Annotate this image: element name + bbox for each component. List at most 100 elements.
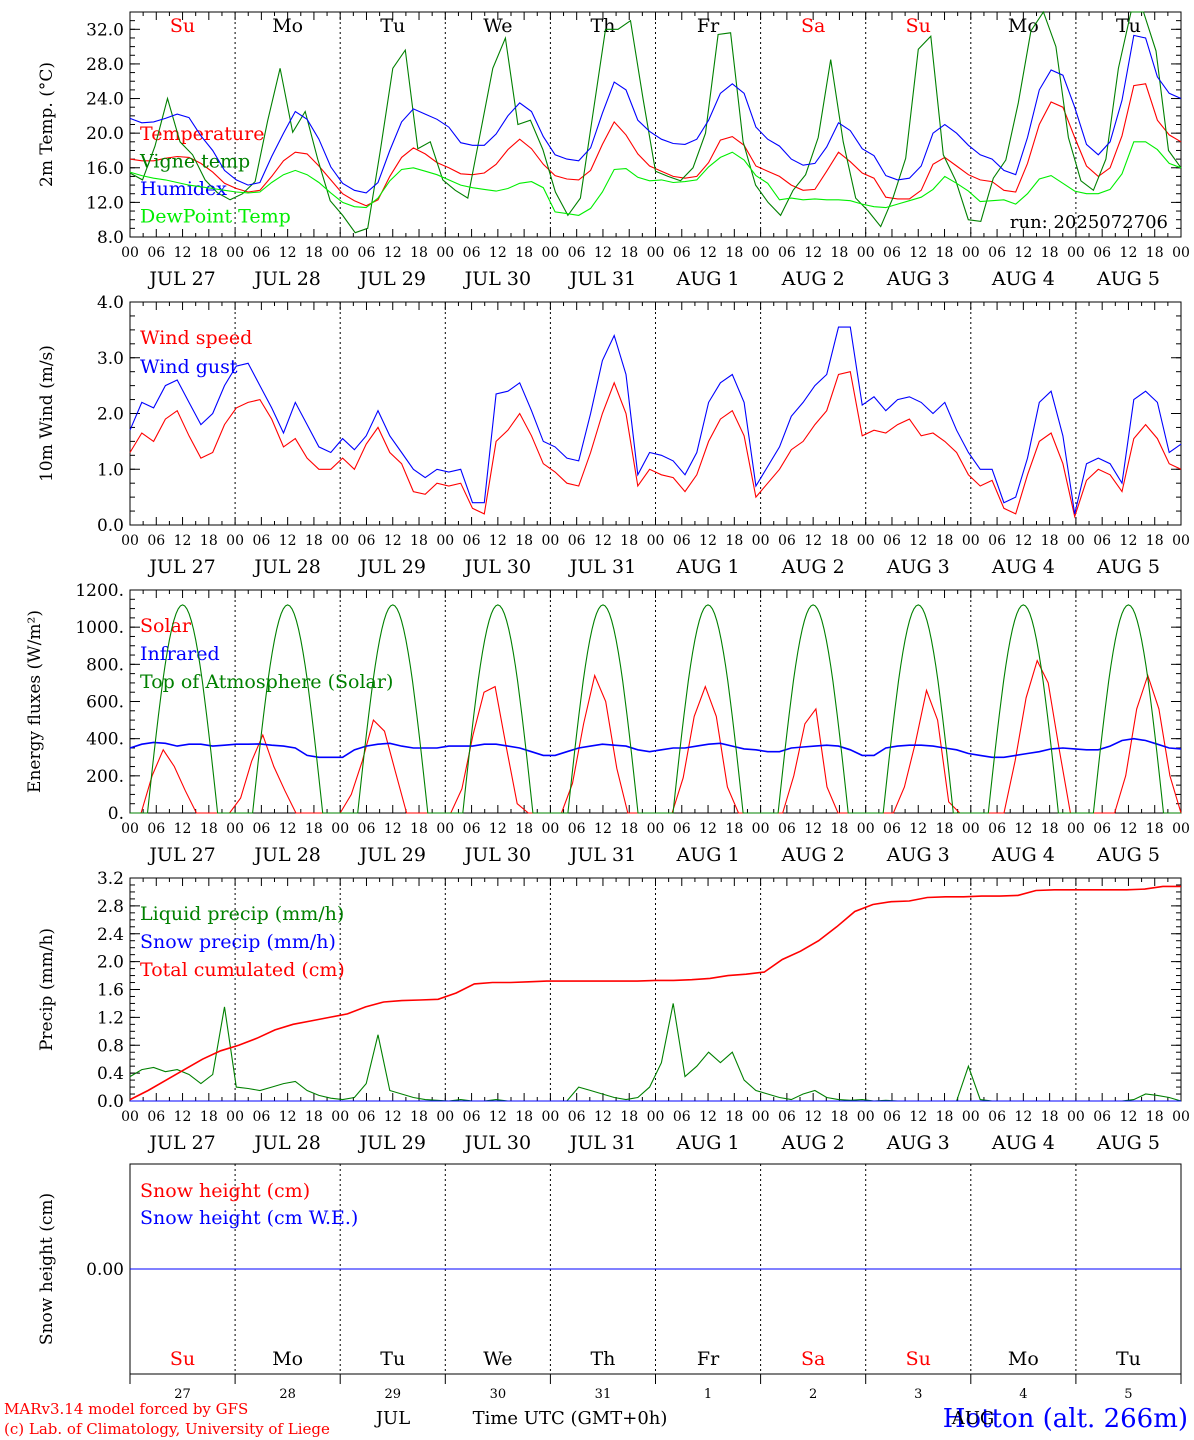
day-name-label: Th [590, 15, 615, 37]
legend-entry: Solar [140, 615, 192, 637]
x-hour-label: 18 [515, 821, 533, 837]
x-date-label: JUL 31 [568, 268, 636, 290]
y-tick-label: 2.0 [97, 405, 124, 425]
x-hour-label: 06 [252, 1109, 270, 1125]
legend-entry: Top of Atmosphere (Solar) [140, 671, 393, 693]
x-date-label: JUL 27 [147, 1132, 215, 1154]
x-hour-label: 12 [594, 533, 612, 549]
y-tick-label: 1.0 [97, 460, 124, 480]
x-date-label: AUG 3 [886, 1132, 950, 1154]
y-tick-label: 3.2 [97, 869, 124, 889]
x-hour-label: 12 [174, 533, 192, 549]
x-hour-label: 12 [174, 245, 192, 261]
x-hour-label: 18 [1041, 821, 1059, 837]
x-hour-label: 06 [778, 245, 796, 261]
x-hour-label: 00 [541, 1109, 559, 1125]
x-date-label: AUG 1 [676, 1132, 740, 1154]
day-name-label: Tu [1116, 15, 1141, 37]
x-date-label: JUL 29 [358, 556, 426, 578]
legend-entry: Total cumulated (cm) [140, 959, 345, 981]
x-hour-label: 12 [909, 245, 927, 261]
x-date-label: AUG 5 [1096, 268, 1160, 290]
x-date-label: AUG 5 [1096, 844, 1160, 866]
x-hour-label: 18 [831, 245, 849, 261]
x-hour-label: 00 [121, 1109, 139, 1125]
x-hour-label: 06 [568, 821, 586, 837]
x-hour-label: 00 [331, 1109, 349, 1125]
x-hour-label: 06 [778, 533, 796, 549]
y-tick-label: 800. [86, 655, 124, 675]
series-line-3 [129, 34, 1182, 194]
x-hour-label: 12 [699, 533, 717, 549]
y-tick-label: 32.0 [86, 20, 124, 40]
x-hour-label: 12 [279, 1109, 297, 1125]
x-hour-label: 00 [857, 245, 875, 261]
x-hour-label: 00 [1067, 533, 1085, 549]
x-hour-label: 06 [883, 533, 901, 549]
x-hour-label: 12 [594, 821, 612, 837]
chart-panel-1: 8.0 12.0 16.0 20.0 24.0 28.0 32.0 2m Temp. (°C)… [37, 10, 1190, 290]
x-hour-label: 00 [226, 1109, 244, 1125]
x-date-label: AUG 1 [676, 268, 740, 290]
x-hour-label: 06 [358, 533, 376, 549]
x-hour-label: 12 [1120, 821, 1138, 837]
y-tick-label: 2.0 [97, 953, 124, 973]
day-number-label: 27 [174, 1387, 191, 1402]
x-hour-label: 18 [410, 245, 428, 261]
y-tick-label: 0.00 [86, 1260, 124, 1280]
x-hour-label: 06 [568, 1109, 586, 1125]
day-name-label: Mo [1008, 1348, 1039, 1370]
legend-entry: Wind gust [140, 356, 238, 378]
y-axis-label: Energy fluxes (W/m²) [25, 610, 45, 793]
chart-panel-2: 0.0 1.0 2.0 3.0 4.0 10m Wind (m/s) 00 06 12 18 JUL… [37, 293, 1190, 578]
y-tick-label: 200. [86, 767, 124, 787]
x-hour-label: 18 [831, 821, 849, 837]
x-hour-label: 12 [489, 533, 507, 549]
x-date-label: AUG 4 [991, 268, 1055, 290]
y-tick-label: 8.0 [97, 228, 124, 248]
x-date-label: AUG 4 [991, 556, 1055, 578]
x-hour-label: 06 [883, 821, 901, 837]
x-hour-label: 00 [436, 533, 454, 549]
x-date-label: AUG 1 [676, 556, 740, 578]
x-hour-label: 18 [200, 821, 218, 837]
x-hour-label: 06 [252, 821, 270, 837]
series-line-2 [129, 737, 1182, 759]
x-hour-label: 18 [305, 821, 323, 837]
x-hour-label: 06 [778, 821, 796, 837]
series-line-2 [129, 326, 1182, 515]
x-hour-label: 12 [174, 1109, 192, 1125]
x-hour-label: 12 [279, 533, 297, 549]
station-label: Hotton (alt. 266m) [943, 1404, 1188, 1434]
legend-entry: Liquid precip (mm/h) [140, 903, 344, 925]
x-hour-label: 06 [463, 1109, 481, 1125]
x-hour-label: 12 [909, 533, 927, 549]
legend-entry: Humidex [140, 178, 227, 200]
x-hour-label: 12 [1120, 1109, 1138, 1125]
x-date-label: JUL 30 [463, 556, 531, 578]
day-name-label: Fr [697, 1348, 720, 1370]
x-hour-label: 12 [279, 245, 297, 261]
y-tick-label: 0.0 [97, 516, 124, 536]
series-line-1 [129, 371, 1182, 519]
x-hour-label: 00 [226, 821, 244, 837]
x-hour-label: 00 [121, 821, 139, 837]
x-hour-label: 00 [1172, 533, 1190, 549]
x-hour-label: 18 [410, 533, 428, 549]
x-hour-label: 18 [410, 821, 428, 837]
x-hour-label: 12 [699, 245, 717, 261]
x-hour-label: 06 [147, 533, 165, 549]
x-hour-label: 18 [1146, 821, 1164, 837]
legend-entry: Snow precip (mm/h) [140, 931, 336, 953]
day-name-label: Fr [697, 15, 720, 37]
chart-panel-4: 0.0 0.4 0.8 1.2 1.6 2.0 2.4 2.8 3.2 Precip (mm/h)… [37, 869, 1190, 1154]
y-tick-label: 0.0 [97, 1092, 124, 1112]
y-tick-label: 0. [108, 804, 124, 824]
x-hour-label: 06 [358, 1109, 376, 1125]
y-tick-label: 2.4 [97, 925, 124, 945]
y-tick-label: 28.0 [86, 55, 124, 75]
x-hour-label: 00 [1172, 245, 1190, 261]
x-hour-label: 00 [752, 821, 770, 837]
x-hour-label: 00 [1172, 1109, 1190, 1125]
x-hour-label: 00 [857, 1109, 875, 1125]
